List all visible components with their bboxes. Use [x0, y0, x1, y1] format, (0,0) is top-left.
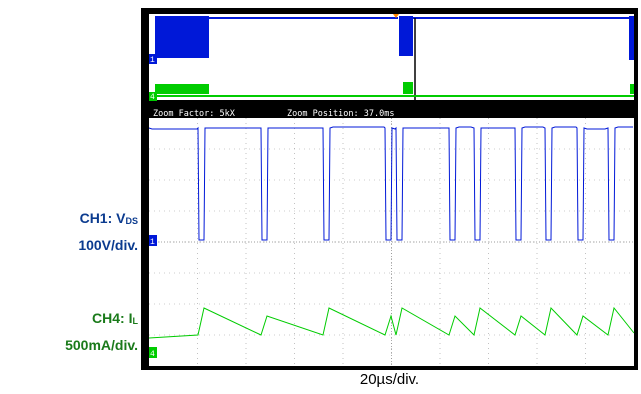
overview-ch1-burst-end [629, 16, 634, 60]
overview-panel [149, 14, 634, 100]
graticule [149, 118, 634, 366]
ch4-name: CH4: I [92, 310, 133, 326]
overview-ch1-marker-text: 1 [150, 56, 155, 65]
zoom-ch1-marker [149, 235, 157, 246]
ch1-subscript: DS [125, 216, 138, 226]
overview-ch4-marker [149, 92, 157, 101]
zoom-factor-text: Zoom Factor: 5kX [153, 109, 236, 119]
ch4-scale: 500mA/div. [65, 337, 138, 353]
scope-display: 1 4 Zoom Factor: 5kX Zoom Position: 37.0… [148, 14, 635, 366]
overview-ch1-burst-zoom [399, 16, 413, 56]
overview-ch1-burst [155, 16, 209, 58]
ch4-trace [148, 306, 635, 339]
zoom-ch4-marker-text: 4 [150, 350, 155, 359]
timebase-label: 20µs/div. [359, 371, 420, 388]
zoom-ch4-marker [149, 347, 157, 358]
overview-ch4-burst-end [630, 84, 634, 94]
overview-ch1-marker [149, 54, 157, 64]
ch1-trace [148, 126, 633, 241]
trigger-marker [393, 14, 399, 18]
ch4-waveform [148, 306, 635, 339]
ch1-label: CH1: VDS 100V/div. [0, 206, 138, 257]
oscilloscope-screen: 1 4 Zoom Factor: 5kX Zoom Position: 37.0… [141, 8, 638, 370]
ch1-scale: 100V/div. [78, 237, 138, 253]
overview-ch4-burst-zoom [403, 82, 413, 94]
ch1-waveform [148, 126, 633, 241]
zoom-ch1-marker-text: 1 [150, 238, 155, 247]
ch1-name: CH1: V [79, 210, 126, 226]
ch4-subscript: L [132, 316, 139, 326]
overview-ch4-marker-text: 4 [150, 93, 155, 102]
ch4-label: CH4: IL 500mA/div. [0, 306, 138, 357]
overview-ch4-burst [155, 84, 209, 94]
zoom-position-text: Zoom Position: 37.0ms [287, 109, 394, 119]
